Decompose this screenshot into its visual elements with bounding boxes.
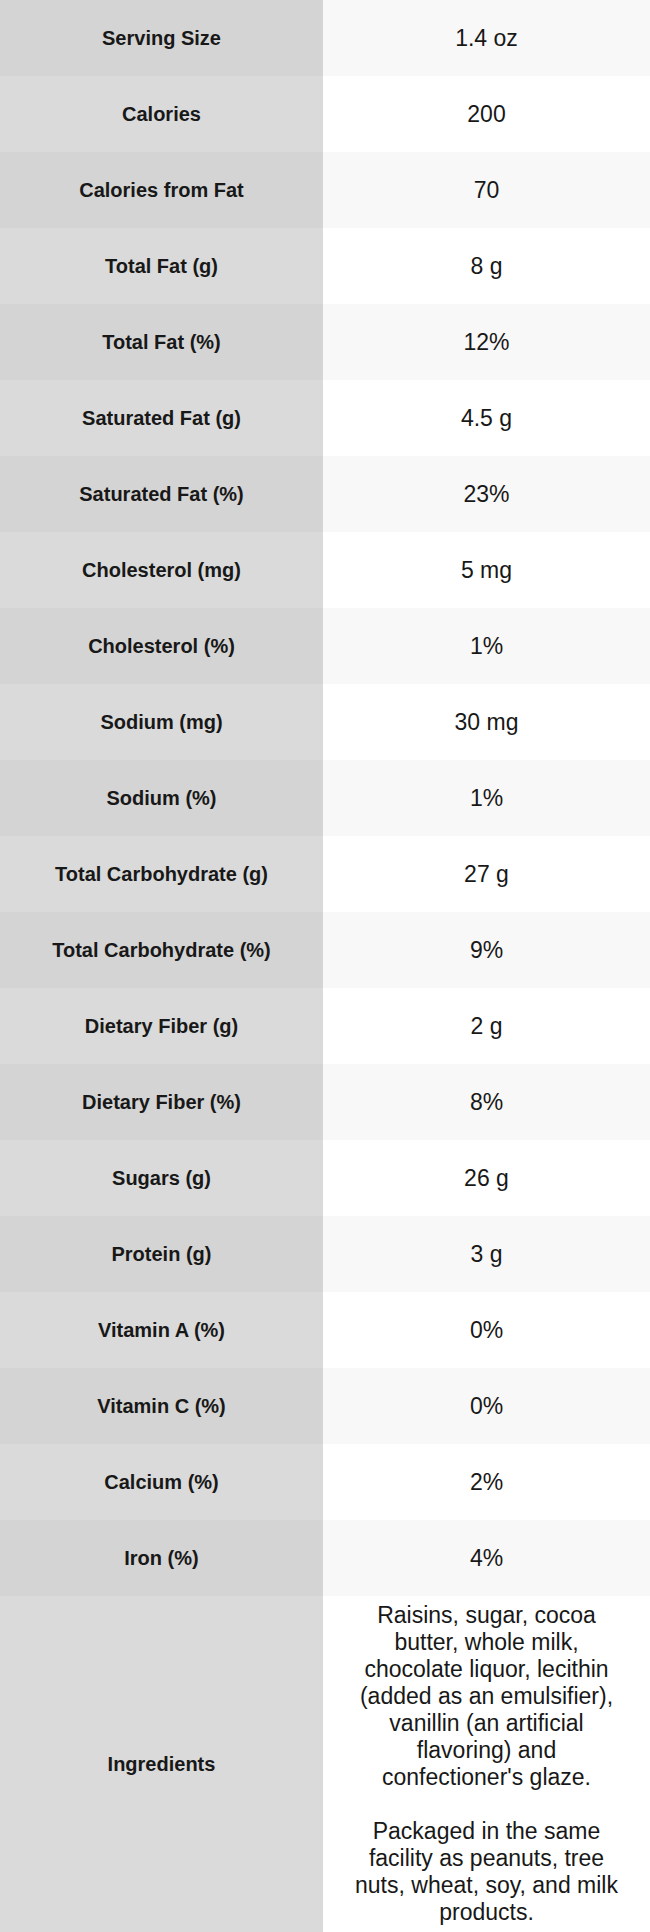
row-value: 23%: [323, 456, 650, 532]
table-row: Total Fat (%) 12%: [0, 304, 650, 380]
row-label: Total Carbohydrate (g): [0, 836, 323, 912]
table-row: Total Fat (g) 8 g: [0, 228, 650, 304]
table-row: Serving Size 1.4 oz: [0, 0, 650, 76]
table-row: Vitamin A (%) 0%: [0, 1292, 650, 1368]
ingredients-paragraph-2: Packaged in the same facility as peanuts…: [347, 1818, 627, 1926]
row-value: 4.5 g: [323, 380, 650, 456]
row-label: Cholesterol (%): [0, 608, 323, 684]
table-row: Sugars (g) 26 g: [0, 1140, 650, 1216]
row-label: Calories from Fat: [0, 152, 323, 228]
row-label: Sodium (%): [0, 760, 323, 836]
row-value: 30 mg: [323, 684, 650, 760]
row-label: Calories: [0, 76, 323, 152]
row-label: Total Fat (%): [0, 304, 323, 380]
table-row: Sodium (%) 1%: [0, 760, 650, 836]
table-row: Saturated Fat (g) 4.5 g: [0, 380, 650, 456]
row-label: Cholesterol (mg): [0, 532, 323, 608]
row-label: Saturated Fat (g): [0, 380, 323, 456]
table-row: Vitamin C (%) 0%: [0, 1368, 650, 1444]
table-row: Protein (g) 3 g: [0, 1216, 650, 1292]
table-row: Dietary Fiber (%) 8%: [0, 1064, 650, 1140]
row-value: 2 g: [323, 988, 650, 1064]
table-row: Calories 200: [0, 76, 650, 152]
row-label: Total Carbohydrate (%): [0, 912, 323, 988]
row-label: Sodium (mg): [0, 684, 323, 760]
table-row: Dietary Fiber (g) 2 g: [0, 988, 650, 1064]
row-label: Protein (g): [0, 1216, 323, 1292]
ingredients-row: Ingredients Raisins, sugar, cocoa butter…: [0, 1596, 650, 1932]
row-label: Calcium (%): [0, 1444, 323, 1520]
table-row: Saturated Fat (%) 23%: [0, 456, 650, 532]
row-label: Iron (%): [0, 1520, 323, 1596]
row-value: 2%: [323, 1444, 650, 1520]
table-row: Cholesterol (mg) 5 mg: [0, 532, 650, 608]
ingredients-paragraph-1: Raisins, sugar, cocoa butter, whole milk…: [347, 1602, 627, 1791]
row-label: Saturated Fat (%): [0, 456, 323, 532]
row-value: 8 g: [323, 228, 650, 304]
row-value: 4%: [323, 1520, 650, 1596]
row-value: 0%: [323, 1368, 650, 1444]
row-value: 1.4 oz: [323, 0, 650, 76]
row-value: 70: [323, 152, 650, 228]
row-value: 0%: [323, 1292, 650, 1368]
row-label: Vitamin A (%): [0, 1292, 323, 1368]
row-value: 9%: [323, 912, 650, 988]
table-row: Calories from Fat 70: [0, 152, 650, 228]
nutrition-table: Serving Size 1.4 oz Calories 200 Calorie…: [0, 0, 650, 1932]
row-value: 27 g: [323, 836, 650, 912]
table-row: Sodium (mg) 30 mg: [0, 684, 650, 760]
ingredients-value: Raisins, sugar, cocoa butter, whole milk…: [323, 1596, 650, 1932]
row-value: 12%: [323, 304, 650, 380]
table-row: Cholesterol (%) 1%: [0, 608, 650, 684]
row-label: Total Fat (g): [0, 228, 323, 304]
table-row: Calcium (%) 2%: [0, 1444, 650, 1520]
row-label: Sugars (g): [0, 1140, 323, 1216]
table-row: Total Carbohydrate (%) 9%: [0, 912, 650, 988]
row-value: 1%: [323, 760, 650, 836]
row-value: 200: [323, 76, 650, 152]
ingredients-label: Ingredients: [0, 1596, 323, 1932]
row-label: Dietary Fiber (%): [0, 1064, 323, 1140]
row-label: Vitamin C (%): [0, 1368, 323, 1444]
row-value: 3 g: [323, 1216, 650, 1292]
row-label: Dietary Fiber (g): [0, 988, 323, 1064]
row-value: 5 mg: [323, 532, 650, 608]
row-value: 1%: [323, 608, 650, 684]
row-value: 8%: [323, 1064, 650, 1140]
row-value: 26 g: [323, 1140, 650, 1216]
table-row: Iron (%) 4%: [0, 1520, 650, 1596]
row-label: Serving Size: [0, 0, 323, 76]
table-row: Total Carbohydrate (g) 27 g: [0, 836, 650, 912]
